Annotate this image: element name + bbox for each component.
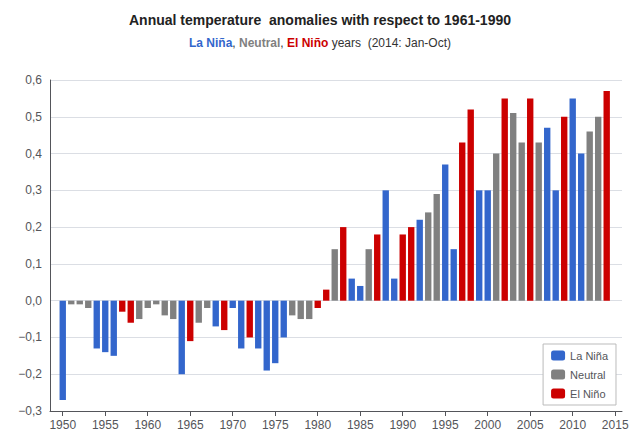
- svg-text:,: ,: [232, 36, 239, 50]
- svg-text:1950: 1950: [49, 418, 76, 432]
- svg-text:1995: 1995: [432, 418, 459, 432]
- svg-text:0,6: 0,6: [25, 73, 42, 87]
- svg-text:−0,1: −0,1: [18, 330, 42, 344]
- svg-text:2005: 2005: [517, 418, 544, 432]
- svg-text:0,0: 0,0: [25, 294, 42, 308]
- svg-text:1955: 1955: [92, 418, 119, 432]
- svg-text:1975: 1975: [262, 418, 289, 432]
- svg-text:Neutral: Neutral: [570, 369, 605, 381]
- svg-text:0,2: 0,2: [25, 220, 42, 234]
- svg-text:1965: 1965: [177, 418, 204, 432]
- svg-text:1970: 1970: [219, 418, 246, 432]
- svg-text:years (2014: Jan-Oct): years (2014: Jan-Oct): [328, 36, 451, 50]
- svg-text:2015: 2015: [602, 418, 629, 432]
- svg-text:El Niño: El Niño: [570, 388, 605, 400]
- svg-text:0,5: 0,5: [25, 110, 42, 124]
- svg-text:Neutral: Neutral: [239, 36, 280, 50]
- svg-text:1980: 1980: [304, 418, 331, 432]
- svg-text:Annual temperature anomalies: Annual temperature anomalies with respec…: [129, 12, 511, 28]
- svg-text:−0,2: −0,2: [18, 367, 42, 381]
- svg-text:2000: 2000: [474, 418, 501, 432]
- svg-text:1990: 1990: [389, 418, 416, 432]
- svg-text:0,4: 0,4: [25, 147, 42, 161]
- svg-text:0,1: 0,1: [25, 257, 42, 271]
- svg-text:0,3: 0,3: [25, 183, 42, 197]
- svg-text:1960: 1960: [134, 418, 161, 432]
- svg-text:La Niña: La Niña: [189, 36, 233, 50]
- svg-text:La Niña: La Niña: [570, 350, 609, 362]
- svg-text:2010: 2010: [559, 418, 586, 432]
- svg-text:El Niño: El Niño: [287, 36, 328, 50]
- svg-text:1985: 1985: [347, 418, 374, 432]
- svg-text:−0,3: −0,3: [18, 404, 42, 418]
